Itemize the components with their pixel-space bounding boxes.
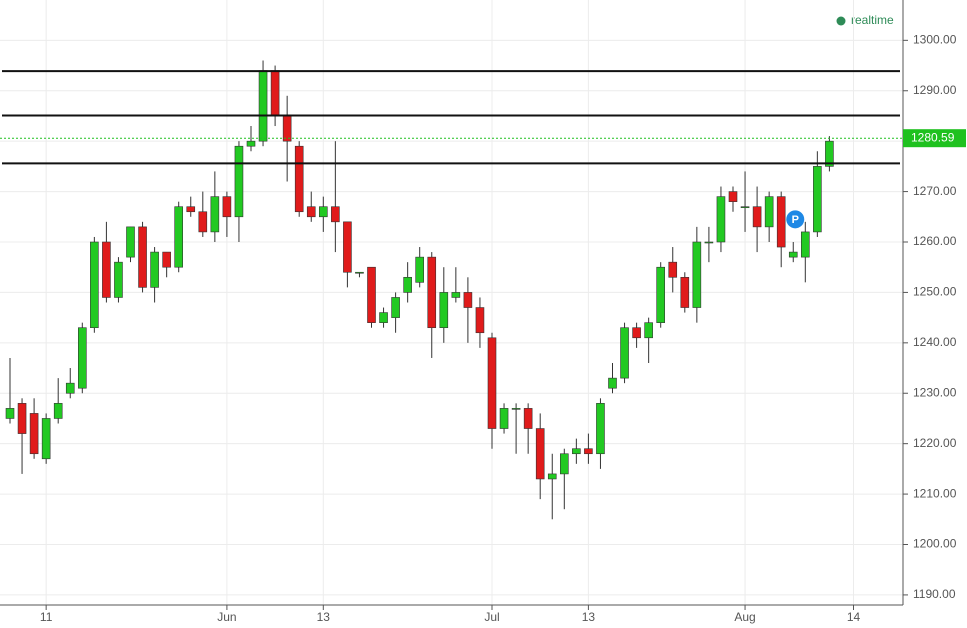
y-tick-label: 1270.00 <box>913 184 957 198</box>
candle-body <box>415 256 425 283</box>
candle-body <box>17 403 27 434</box>
candle-body <box>584 448 593 455</box>
candle-body <box>596 403 605 455</box>
x-tick-label: Jul <box>484 610 499 624</box>
last-price-box <box>903 129 966 148</box>
candle-body <box>608 377 617 389</box>
candle-body <box>572 448 581 455</box>
candle-body <box>535 428 545 480</box>
candle-body <box>150 251 159 288</box>
candle-body <box>511 408 521 410</box>
badge-label: P <box>792 214 799 226</box>
y-tick-label: 1200.00 <box>913 537 957 551</box>
candle-body <box>656 266 666 323</box>
x-tick-label: 13 <box>317 610 331 624</box>
candle-body <box>234 145 244 218</box>
candle-body <box>523 408 533 429</box>
candle-body <box>318 206 328 218</box>
candle-body <box>306 206 316 218</box>
candle-body <box>547 473 557 480</box>
candle-body <box>764 196 774 228</box>
y-tick-label: 1250.00 <box>913 285 957 299</box>
candle-body <box>294 145 304 213</box>
candle-body <box>451 292 461 298</box>
candle-body <box>355 271 364 274</box>
candle-body <box>114 261 123 298</box>
candle-body <box>343 221 352 273</box>
candle-body <box>379 312 388 323</box>
candle-body <box>282 115 292 142</box>
candle-body <box>5 408 15 419</box>
candle-body <box>800 231 810 258</box>
x-tick-label: 14 <box>847 610 861 624</box>
y-tick-label: 1220.00 <box>913 436 957 450</box>
candle-body <box>222 196 232 218</box>
candle-body <box>632 327 641 339</box>
y-tick-label: 1210.00 <box>913 486 957 500</box>
candle-body <box>704 241 714 244</box>
candle-body <box>174 206 183 268</box>
badge <box>786 210 805 229</box>
candle-body <box>692 241 702 308</box>
candle-body <box>78 327 87 389</box>
candle-body <box>29 413 39 455</box>
candle-body <box>90 241 99 329</box>
realtime-dot <box>836 16 846 26</box>
x-tick-label: 11 <box>40 610 53 624</box>
candle-body <box>427 256 437 329</box>
candle-body <box>391 297 400 318</box>
candle-body <box>162 251 171 268</box>
candle-body <box>487 337 497 429</box>
last-price-label: 1280.59 <box>911 130 955 144</box>
candle-body <box>367 266 376 323</box>
candle-body <box>728 191 738 202</box>
y-tick-label: 1260.00 <box>913 234 957 248</box>
y-tick-label: 1300.00 <box>913 33 957 47</box>
candle-body <box>198 211 208 233</box>
candle-body <box>65 382 75 394</box>
candle-body <box>439 292 449 329</box>
y-tick-label: 1190.00 <box>913 587 956 601</box>
candle-body <box>499 408 509 429</box>
y-tick-label: 1240.00 <box>913 335 957 349</box>
y-tick-label: 1230.00 <box>913 385 957 399</box>
candle-body <box>776 196 786 248</box>
candle-body <box>53 403 63 419</box>
x-tick-label: Jun <box>217 610 236 624</box>
candle-body <box>138 226 147 288</box>
x-tick-label: 13 <box>582 610 596 624</box>
candle-body <box>680 276 690 308</box>
candle-body <box>210 196 220 233</box>
candle-body <box>41 418 51 460</box>
candle-body <box>331 206 340 223</box>
candle-body <box>788 251 798 258</box>
candle-body <box>716 196 726 243</box>
candle-body <box>620 327 629 379</box>
realtime-label: realtime <box>851 13 894 27</box>
candle-body <box>559 453 569 475</box>
candle-body <box>102 241 111 298</box>
candle-body <box>246 140 256 147</box>
candle-body <box>813 166 822 233</box>
candle-body <box>644 322 653 339</box>
candle-body <box>270 70 280 117</box>
candle-body <box>740 206 750 209</box>
candle-body <box>825 140 834 167</box>
candle-body <box>186 206 196 213</box>
candle-body <box>463 292 473 308</box>
candle-body <box>258 70 268 142</box>
candle-body <box>126 226 135 258</box>
candle-body <box>475 307 485 334</box>
y-tick-label: 1290.00 <box>913 83 957 97</box>
candle-body <box>752 206 762 228</box>
candle-body <box>403 276 412 293</box>
x-tick-label: Aug <box>734 610 755 624</box>
candle-body <box>668 261 678 278</box>
